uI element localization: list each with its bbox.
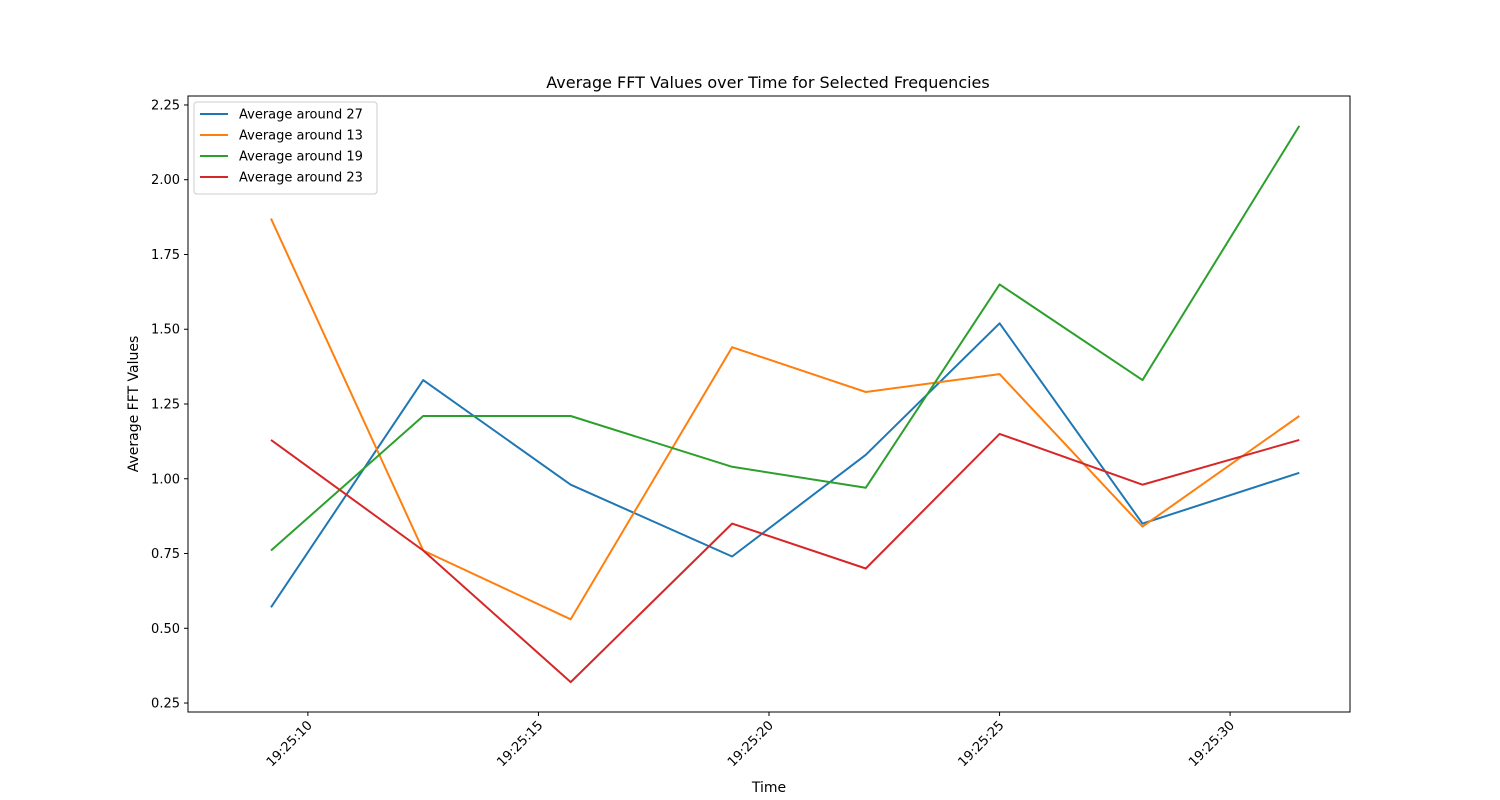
chart-title: Average FFT Values over Time for Selecte… xyxy=(546,73,989,92)
y-tick-label: 2.00 xyxy=(151,173,180,188)
legend: Average around 27 Average around 13 Averag… xyxy=(193,101,378,195)
y-axis: 0.25 0.50 0.75 1.00 1.25 1.50 1.75 2.00 2.25 xyxy=(151,98,188,712)
x-tick-label: 19:25:20 xyxy=(725,718,777,770)
series-line-2 xyxy=(270,218,1300,621)
y-tick-label: 1.00 xyxy=(151,472,180,487)
series-line-4 xyxy=(270,432,1300,684)
x-tick-label: 19:25:30 xyxy=(1186,718,1238,770)
x-tick-label: 19:25:10 xyxy=(264,718,316,770)
legend-label: Average around 23 xyxy=(239,171,363,186)
legend-label: Average around 27 xyxy=(239,108,363,123)
series-line-3 xyxy=(270,125,1301,552)
series-layer xyxy=(270,125,1301,684)
y-tick-label: 0.75 xyxy=(151,547,180,562)
x-tick-label: 19:25:25 xyxy=(955,718,1007,770)
legend-label: Average around 13 xyxy=(239,129,363,144)
x-axis: 19:25:10 19:25:15 19:25:20 19:25:25 19:25:30 xyxy=(264,712,1238,770)
y-tick-label: 2.25 xyxy=(151,98,180,113)
x-axis-title: Time xyxy=(751,780,786,796)
y-axis-title: Average FFT Values xyxy=(126,336,142,473)
legend-label: Average around 19 xyxy=(239,150,363,165)
y-tick-label: 0.25 xyxy=(151,697,180,712)
y-tick-label: 1.75 xyxy=(151,248,180,263)
y-tick-label: 1.50 xyxy=(151,323,180,338)
series-line-1 xyxy=(270,322,1300,608)
y-tick-label: 0.50 xyxy=(151,622,180,637)
y-tick-label: 1.25 xyxy=(151,398,180,413)
x-tick-label: 19:25:15 xyxy=(494,718,546,770)
legend-box xyxy=(193,101,378,195)
